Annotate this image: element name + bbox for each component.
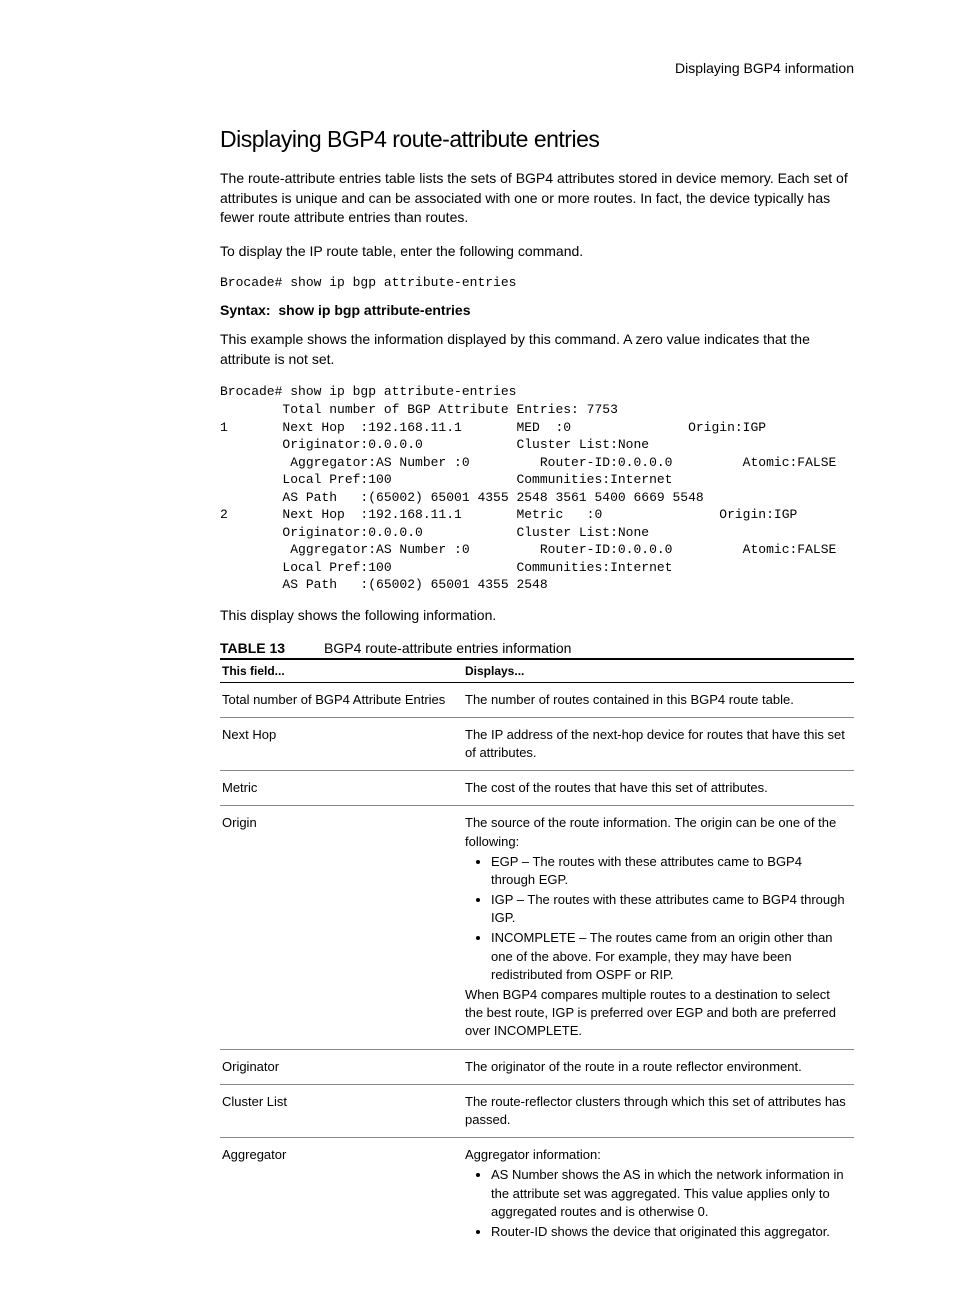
display-cell: The cost of the routes that have this se…	[463, 771, 854, 806]
table-row: Cluster List The route-reflector cluster…	[220, 1084, 854, 1137]
bullet-list: AS Number shows the AS in which the netw…	[465, 1166, 848, 1241]
bullet-list: EGP – The routes with these attributes c…	[465, 853, 848, 984]
display-cell: The route-reflector clusters through whi…	[463, 1084, 854, 1137]
field-cell: Next Hop	[220, 717, 463, 770]
bullet-item: INCOMPLETE – The routes came from an ori…	[491, 929, 848, 984]
display-cell: Aggregator information: AS Number shows …	[463, 1138, 854, 1251]
syntax-line: Syntax: show ip bgp attribute-entries	[220, 302, 854, 318]
field-cell: Origin	[220, 806, 463, 1049]
bullet-item: EGP – The routes with these attributes c…	[491, 853, 848, 889]
page-header-section: Displaying BGP4 information	[220, 60, 854, 76]
display-cell: The originator of the route in a route r…	[463, 1049, 854, 1084]
table-header-field: This field...	[220, 659, 463, 683]
table-row: Metric The cost of the routes that have …	[220, 771, 854, 806]
field-cell: Cluster List	[220, 1084, 463, 1137]
display-cell: The source of the route information. The…	[463, 806, 854, 1049]
table-header-row: This field... Displays...	[220, 659, 854, 683]
bullet-item: Router-ID shows the device that originat…	[491, 1223, 848, 1241]
field-cell: Aggregator	[220, 1138, 463, 1251]
intro-paragraph: The route-attribute entries table lists …	[220, 169, 854, 228]
display-after: When BGP4 compares multiple routes to a …	[465, 986, 848, 1041]
field-cell: Metric	[220, 771, 463, 806]
terminal-output: Brocade# show ip bgp attribute-entries T…	[220, 383, 854, 594]
field-cell: Originator	[220, 1049, 463, 1084]
page-title: Displaying BGP4 route-attribute entries	[220, 126, 854, 153]
table-row: Origin The source of the route informati…	[220, 806, 854, 1049]
bullet-item: AS Number shows the AS in which the netw…	[491, 1166, 848, 1221]
display-cell: The number of routes contained in this B…	[463, 682, 854, 717]
bullet-item: IGP – The routes with these attributes c…	[491, 891, 848, 927]
example-intro-paragraph: This example shows the information displ…	[220, 330, 854, 369]
table-row: Aggregator Aggregator information: AS Nu…	[220, 1138, 854, 1251]
display-intro: The source of the route information. The…	[465, 814, 848, 850]
table-caption: TABLE 13 BGP4 route-attribute entries in…	[220, 640, 854, 656]
display-intro: Aggregator information:	[465, 1146, 848, 1164]
command-lead-paragraph: To display the IP route table, enter the…	[220, 242, 854, 262]
document-page: Displaying BGP4 information Displaying B…	[0, 0, 954, 1311]
table-header-displays: Displays...	[463, 659, 854, 683]
field-cell: Total number of BGP4 Attribute Entries	[220, 682, 463, 717]
table-caption-text: BGP4 route-attribute entries information	[324, 640, 571, 656]
syntax-command: show ip bgp attribute-entries	[278, 302, 470, 318]
table-row: Next Hop The IP address of the next-hop …	[220, 717, 854, 770]
command-code: Brocade# show ip bgp attribute-entries	[220, 275, 854, 292]
table-label: TABLE 13	[220, 640, 285, 656]
info-table: This field... Displays... Total number o…	[220, 658, 854, 1252]
syntax-prefix: Syntax:	[220, 302, 271, 318]
display-info-paragraph: This display shows the following informa…	[220, 606, 854, 626]
table-row: Total number of BGP4 Attribute Entries T…	[220, 682, 854, 717]
display-cell: The IP address of the next-hop device fo…	[463, 717, 854, 770]
table-row: Originator The originator of the route i…	[220, 1049, 854, 1084]
